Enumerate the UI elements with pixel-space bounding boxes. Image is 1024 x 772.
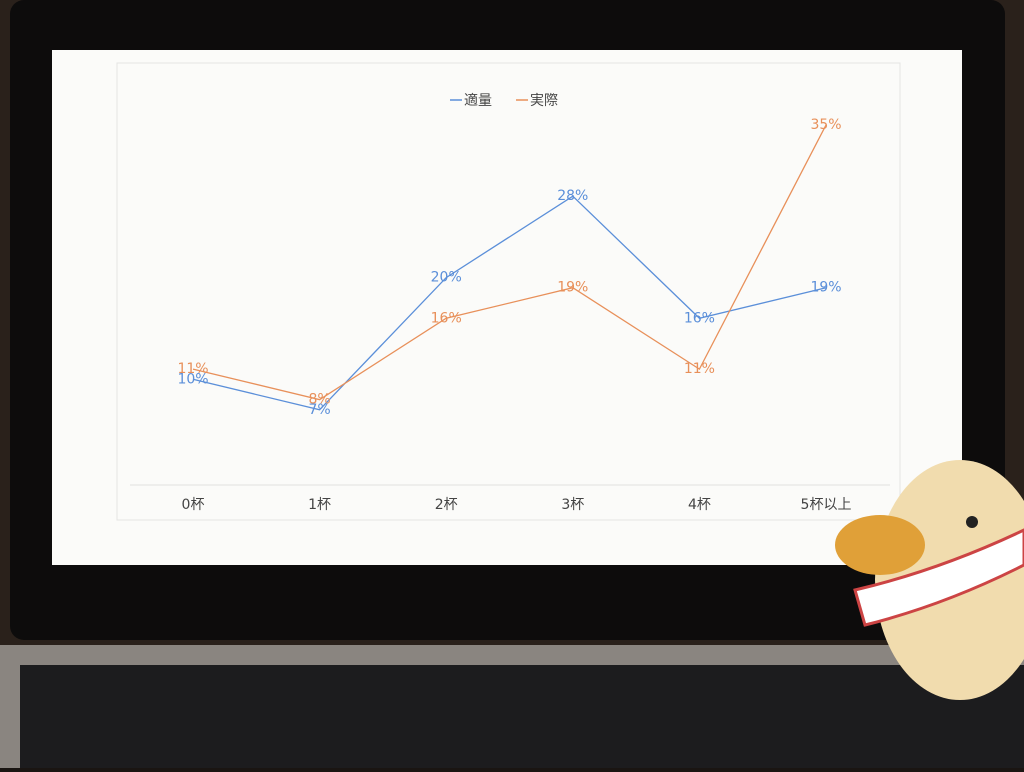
x-tick-label: 1杯 [308, 497, 331, 513]
value-label: 20% [431, 270, 462, 286]
x-tick-label: 0杯 [182, 497, 205, 513]
plush-beak [835, 515, 925, 575]
keyboard [20, 665, 1024, 768]
plush-eye [966, 516, 978, 528]
value-label: 7% [308, 402, 330, 418]
screen [52, 50, 962, 565]
value-label: 16% [684, 310, 715, 326]
plush-toy [835, 460, 1024, 700]
chart-frame [116, 62, 901, 521]
value-label: 11% [177, 361, 208, 377]
legend-label: 実際 [530, 93, 558, 109]
value-label: 19% [557, 280, 588, 296]
legend-label: 適量 [464, 92, 492, 109]
plush-sash [853, 528, 1024, 627]
x-tick-label: 3杯 [561, 497, 584, 513]
x-tick-label: 4杯 [688, 497, 711, 513]
x-tick-label: 5杯以上 [801, 497, 852, 513]
value-label: 8% [308, 392, 330, 408]
series-line [192, 124, 827, 401]
value-label: 16% [431, 310, 462, 326]
chart: 0杯 1杯 2杯 3杯 4杯 5杯以上 適量 実際 10% 7% 20% 28% 16% 19% 11% 8%… [177, 92, 851, 513]
series-line [192, 195, 827, 411]
value-label: 19% [810, 280, 841, 296]
value-label: 10% [177, 371, 208, 387]
value-label: 35% [810, 117, 841, 133]
value-label: 28% [557, 188, 588, 204]
x-tick-label: 2杯 [435, 497, 458, 513]
value-label: 11% [684, 361, 715, 377]
